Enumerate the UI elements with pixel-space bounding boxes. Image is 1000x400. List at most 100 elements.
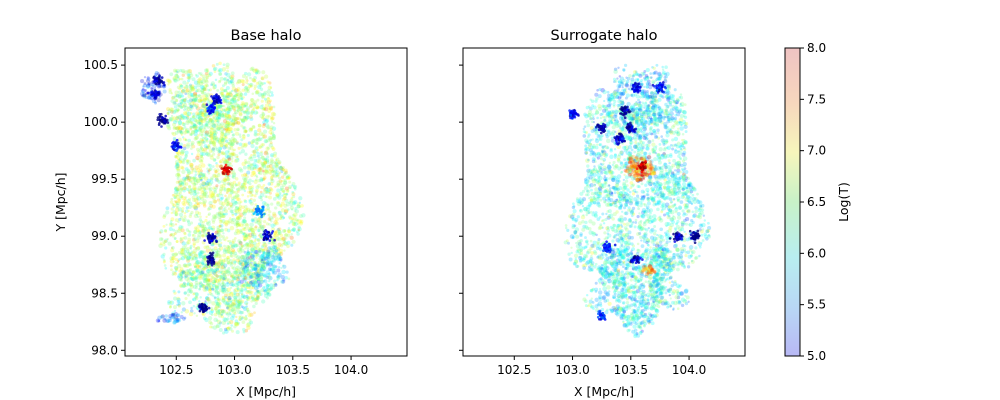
particle — [255, 105, 260, 110]
particle — [260, 99, 264, 103]
particle — [199, 169, 203, 173]
particle — [245, 242, 249, 246]
particle — [250, 253, 253, 256]
particle — [180, 127, 185, 131]
particle — [193, 204, 198, 210]
particle — [175, 126, 180, 131]
particle — [239, 247, 243, 251]
particle — [202, 266, 207, 271]
particle — [226, 228, 231, 233]
particle — [189, 104, 193, 109]
particle — [195, 106, 198, 109]
particle — [175, 116, 179, 120]
particle — [269, 260, 273, 264]
particle — [271, 249, 275, 253]
particle — [227, 132, 230, 136]
particle — [176, 198, 181, 203]
particle — [200, 111, 204, 115]
particle — [190, 142, 194, 146]
particle — [214, 290, 220, 295]
particle — [218, 72, 223, 76]
particle — [173, 320, 177, 325]
particle — [276, 180, 281, 185]
particle — [189, 191, 194, 196]
particle — [171, 255, 176, 261]
particle — [187, 203, 190, 206]
particle — [202, 107, 207, 112]
particle — [214, 78, 218, 82]
clump-particle — [160, 76, 164, 79]
particle — [283, 233, 288, 238]
particle — [254, 225, 258, 229]
particle — [236, 231, 241, 235]
particle — [275, 164, 279, 167]
particle — [237, 207, 241, 212]
particle — [184, 115, 188, 119]
particle — [266, 100, 271, 105]
particle — [255, 71, 258, 75]
particle — [284, 208, 289, 213]
particle — [170, 109, 174, 114]
particle — [206, 182, 211, 186]
particle — [183, 101, 187, 105]
particle — [209, 131, 214, 136]
particle — [231, 213, 235, 217]
particle — [197, 174, 202, 178]
particle — [288, 222, 291, 225]
particle — [282, 189, 286, 194]
particle — [265, 261, 268, 265]
particle — [204, 317, 209, 323]
particle — [259, 152, 263, 157]
particle — [175, 202, 179, 206]
particle — [244, 233, 248, 237]
particle — [209, 268, 213, 272]
particle — [212, 135, 217, 140]
particle — [265, 159, 270, 163]
particle — [179, 84, 184, 89]
particle — [211, 122, 216, 126]
particle — [199, 97, 203, 100]
particle — [215, 112, 221, 117]
particle — [206, 114, 210, 119]
particle — [285, 270, 289, 274]
particle — [186, 168, 191, 173]
particle — [196, 120, 201, 124]
particle — [163, 259, 166, 263]
particle — [198, 300, 201, 303]
particle — [207, 171, 211, 175]
particle — [200, 156, 204, 161]
particle — [240, 283, 244, 288]
particle — [171, 131, 175, 135]
particle — [265, 169, 269, 173]
particle — [172, 101, 177, 106]
particle — [244, 234, 249, 239]
particle — [238, 207, 242, 211]
particle — [263, 285, 266, 289]
particle — [205, 248, 210, 253]
particle — [271, 167, 274, 170]
particle — [219, 184, 223, 188]
particle — [289, 205, 295, 211]
particle — [198, 287, 201, 291]
particle — [190, 188, 195, 193]
particle — [209, 141, 212, 145]
particle — [192, 185, 197, 190]
particle — [248, 279, 252, 282]
particle — [205, 95, 209, 98]
particle — [207, 144, 211, 148]
particle — [259, 190, 263, 194]
particle — [252, 276, 256, 280]
particle — [245, 109, 251, 115]
particle — [189, 276, 193, 281]
particle — [204, 277, 209, 282]
particle — [241, 282, 246, 287]
particle — [280, 180, 284, 183]
particle — [186, 170, 192, 175]
particle — [296, 232, 300, 236]
particle — [184, 85, 189, 90]
particle — [243, 177, 248, 182]
particle — [282, 242, 285, 245]
particle — [237, 201, 242, 205]
particle — [235, 222, 241, 228]
particle — [229, 320, 234, 325]
